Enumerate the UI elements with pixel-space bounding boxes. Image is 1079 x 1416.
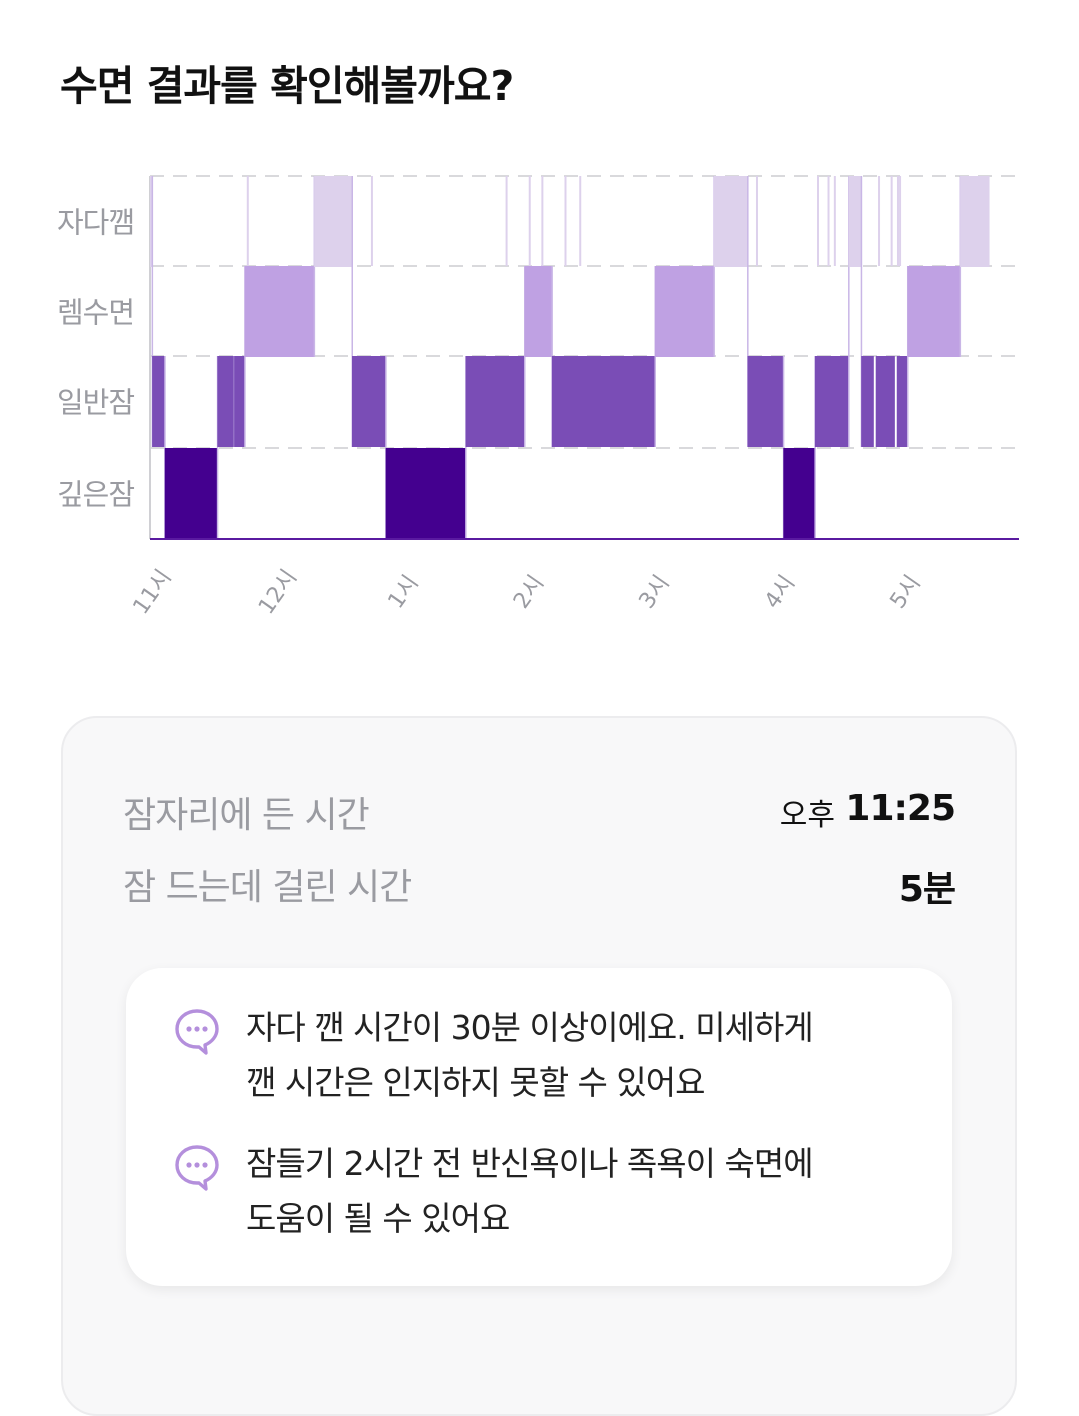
awake-tick [564,176,567,266]
awake-tick [827,176,830,266]
tip-line: 도움이 될 수 있어요 [246,1199,510,1238]
latency-row: 잠 드는데 걸린 시간 5분 [123,858,956,910]
awake-tick [579,176,582,266]
stage-label: 자다깸 [57,206,134,240]
awake-tick [541,176,544,266]
stage-transition-line [860,176,863,447]
awake-tick [817,176,820,266]
awake-tick [890,176,893,266]
sleep-segment [814,356,849,447]
sleep-summary-card: 잠자리에 든 시간 오후 11:25 잠 드는데 걸린 시간 5분 자다 깬 시… [61,716,1017,1416]
chat-bubble-icon [175,1009,219,1055]
x-tick-label: 1시 [384,571,424,613]
sleep-segment [907,266,961,357]
stage-transition-line [848,176,850,447]
sleep-segment [783,448,815,539]
stage-label: 일반잠 [57,386,134,420]
sleep-segment [351,356,386,447]
awake-tick [370,176,373,266]
sleep-segment [465,356,525,447]
x-tick-label: 11시 [129,565,177,619]
latency-value: 5분 [898,869,956,910]
sleep-segment [524,266,552,357]
awake-tick [528,176,531,266]
tip-line: 잠들기 2시간 전 반신욕이나 족욕이 숙면에 [246,1144,814,1183]
bedtime-period: 오후 [779,798,835,833]
tip-text: 잠들기 2시간 전 반신욕이나 족욕이 숙면에 도움이 될 수 있어요 [246,1136,814,1246]
tip-line: 자다 깬 시간이 30분 이상이에요. 미세하게 [246,1008,814,1047]
stage-transition-line [164,356,166,539]
sleep-segment [217,356,235,447]
bedtime-label: 잠자리에 든 시간 [123,795,370,836]
x-tick-label: 12시 [254,565,302,619]
stage-transition-line [465,356,467,539]
sleep-segment [960,176,990,267]
sleep-segment [314,176,352,267]
sleep-segment [152,356,165,447]
stage-transition-line [216,356,219,539]
stage-transition-line [151,176,154,447]
sleep-segment [896,356,908,447]
latency-label: 잠 드는데 걸린 시간 [123,867,412,908]
sleep-segment [551,356,655,447]
stage-label: 렘수면 [57,296,134,330]
awake-tick [755,176,758,266]
stage-transition-line [385,356,387,539]
awake-tick [878,176,881,266]
tip-line: 깬 시간은 인지하지 못할 수 있어요 [246,1063,705,1102]
awake-tick [896,176,899,266]
x-tick-label: 4시 [760,571,800,613]
page-title: 수면 결과를 확인해볼까요? [60,62,514,110]
sleep-segment [234,356,245,447]
sleep-segment [385,448,466,539]
tip-text: 자다 깬 시간이 30분 이상이에요. 미세하게 깬 시간은 인지하지 못할 수… [246,1000,814,1110]
stage-transition-line [782,356,785,539]
stage-transition-line [814,356,816,539]
tips-box: 자다 깬 시간이 30분 이상이에요. 미세하게 깬 시간은 인지하지 못할 수… [126,968,952,1286]
awake-tick [246,176,249,266]
sleep-segment [244,266,315,357]
stage-transition-line [351,176,353,447]
stage-transition-line [747,176,749,447]
sleep-segment [747,356,784,447]
bedtime-value: 11:25 [845,788,956,829]
x-tick-label: 5시 [886,571,926,613]
sleep-segment [875,356,895,447]
sleep-segment [861,356,874,447]
chat-bubble-icon [175,1145,219,1191]
awake-tick [899,176,902,266]
sleep-segment [164,448,218,539]
bedtime-row: 잠자리에 든 시간 오후 11:25 [123,786,956,836]
awake-tick [833,176,836,266]
sleep-segment [150,176,153,267]
awake-tick [505,176,508,266]
x-tick-label: 3시 [635,571,675,613]
stage-label: 깊은잠 [57,478,134,512]
sleep-segment [848,176,862,267]
sleep-segment [713,176,748,267]
x-tick-label: 2시 [509,571,549,613]
sleep-segment [654,266,714,357]
